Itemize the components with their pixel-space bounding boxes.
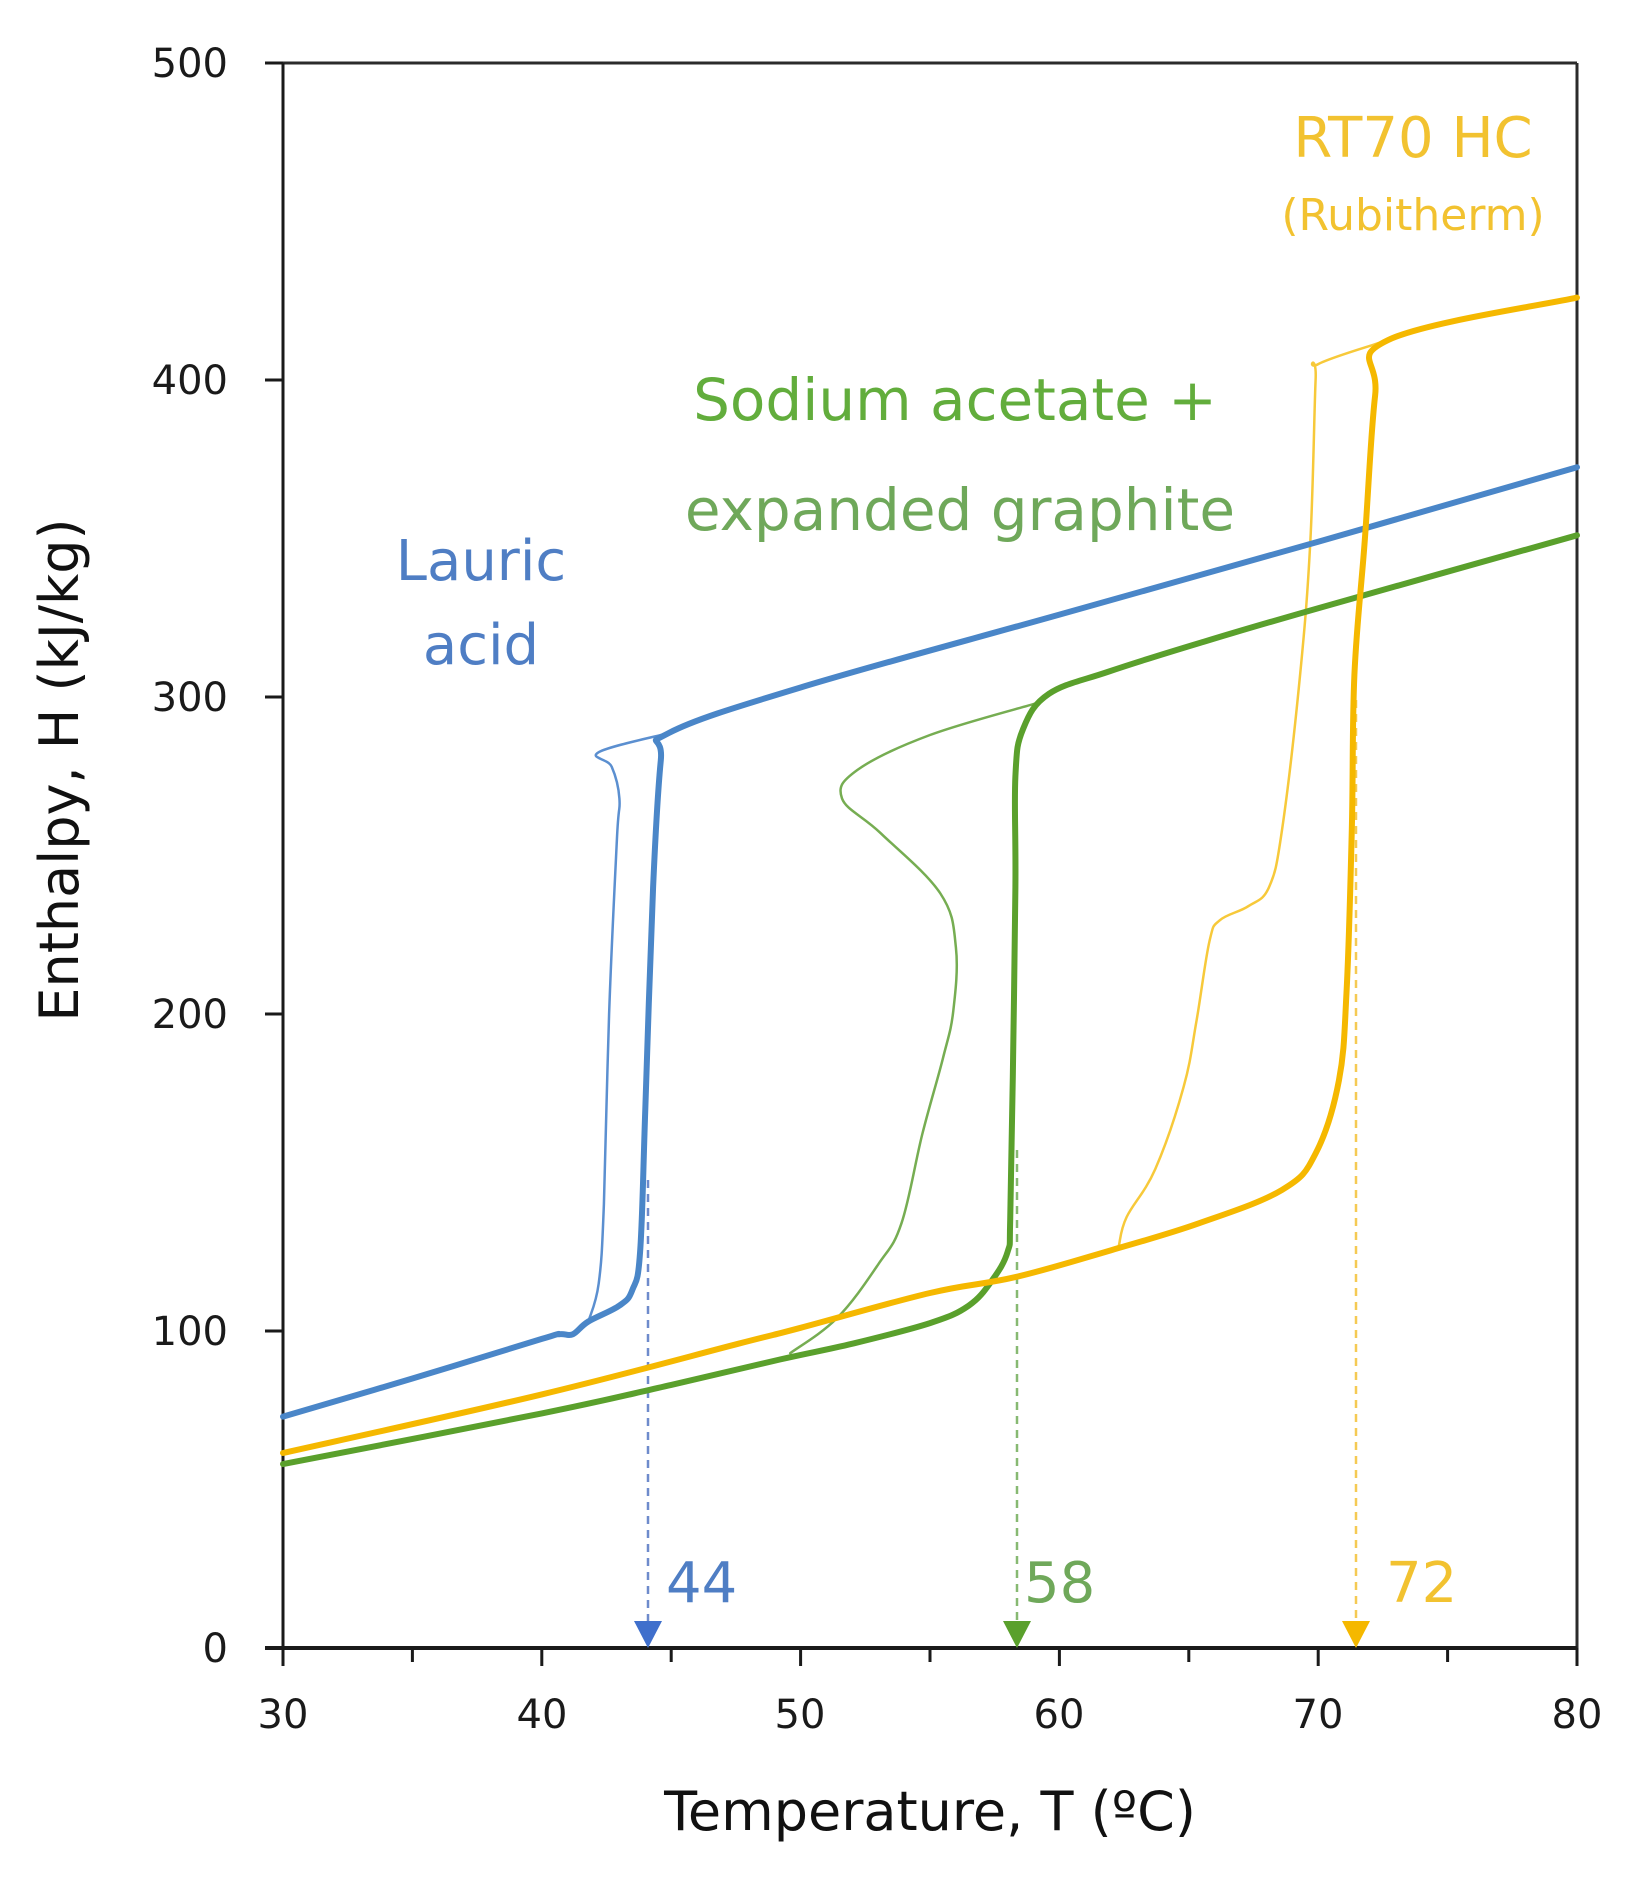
x-axis-title: Temperature, T (ºC) xyxy=(663,1780,1196,1843)
x-tick-label-70: 70 xyxy=(1293,1692,1344,1738)
rt70-hc-rubitherm--heating-curve xyxy=(280,294,1580,1456)
rt70-arrow-icon xyxy=(1342,1621,1370,1648)
lauric-marker-label: 44 xyxy=(666,1551,737,1616)
plot-frame xyxy=(265,61,1579,1650)
x-tick-label-50: 50 xyxy=(775,1692,826,1738)
lauric-label-line1: Lauric xyxy=(396,529,566,594)
sodium-label-line1: Sodium acetate + xyxy=(693,366,1217,434)
x-tick-labels: 30 40 50 60 70 80 xyxy=(258,1692,1603,1738)
rt70-label-line2: (Rubitherm) xyxy=(1281,190,1544,241)
rt70-marker-label: 72 xyxy=(1386,1551,1457,1616)
lauric-acid-heating-curve xyxy=(280,464,1580,1420)
y-axis-ticks xyxy=(265,61,283,1650)
sodium-label-line2: expanded graphite xyxy=(685,476,1235,544)
rt70-hc-rubitherm--cooling-curve xyxy=(1117,338,1390,1247)
lauric-arrow-icon xyxy=(634,1621,662,1648)
y-tick-label-200: 200 xyxy=(152,992,228,1038)
sodium-acetate-expanded-graphite-cooling-curve xyxy=(788,702,1038,1355)
y-tick-label-400: 400 xyxy=(152,358,228,404)
x-tick-label-30: 30 xyxy=(258,1692,309,1738)
x-tick-label-60: 60 xyxy=(1034,1692,1085,1738)
y-tick-label-300: 300 xyxy=(152,675,228,721)
lauric-label-line2: acid xyxy=(423,613,539,678)
x-tick-label-80: 80 xyxy=(1552,1692,1603,1738)
y-tick-label-0: 0 xyxy=(203,1626,228,1672)
x-tick-label-40: 40 xyxy=(517,1692,568,1738)
rt70-label-line1: RT70 HC xyxy=(1293,106,1532,171)
sodium-marker-label: 58 xyxy=(1024,1551,1095,1616)
sodium-acetate-expanded-graphite-heating-curve xyxy=(280,532,1580,1468)
y-tick-labels: 0 100 200 300 400 500 xyxy=(152,41,228,1672)
y-axis-title: Enthalpy, H (kJ/kg) xyxy=(28,518,91,1021)
lauric-acid-cooling-curve xyxy=(587,731,670,1323)
series-layer xyxy=(280,294,1580,1468)
y-tick-label-100: 100 xyxy=(152,1309,228,1355)
melting-point-markers: 44 58 72 xyxy=(634,700,1457,1648)
sodium-arrow-icon xyxy=(1003,1621,1031,1648)
y-tick-label-500: 500 xyxy=(152,41,228,87)
series-labels: Lauric acid Sodium acetate + expanded gr… xyxy=(396,106,1545,678)
x-axis-ticks xyxy=(281,1648,1579,1666)
